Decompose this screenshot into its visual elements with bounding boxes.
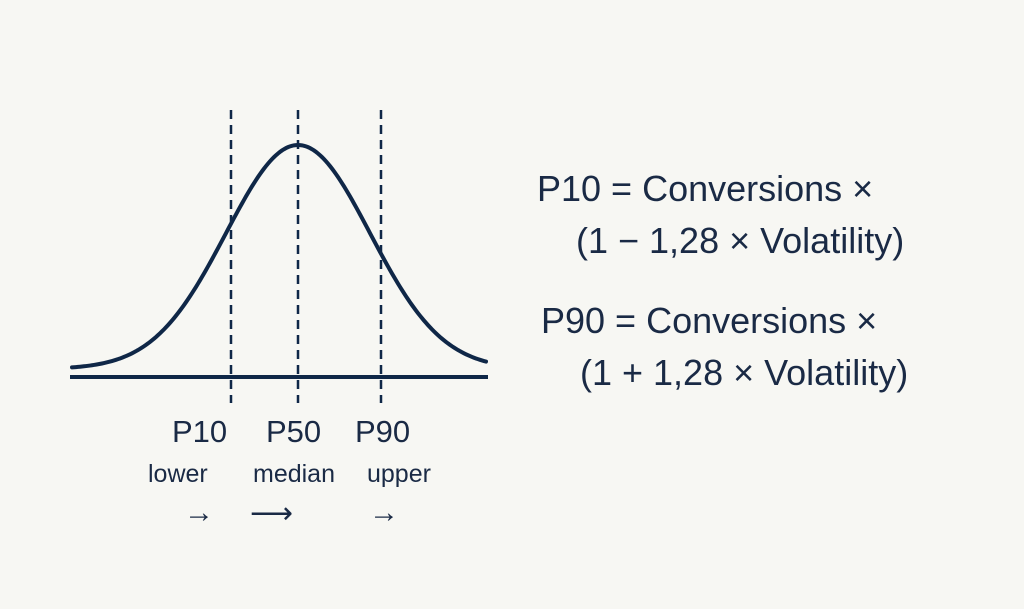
- p50-arrow-icon: ⟶: [250, 497, 294, 530]
- p50-description: median: [253, 460, 335, 488]
- p10-description: lower: [148, 460, 208, 488]
- p50-label: P50: [266, 414, 322, 449]
- p10-label: P10: [172, 414, 228, 449]
- p10-formula-line2: (1 − 1,28 × Volatility): [576, 220, 905, 261]
- bell-curve: [70, 142, 488, 370]
- p90-formula-line2: (1 + 1,28 × Volatility): [580, 352, 909, 393]
- p90-description: upper: [367, 460, 431, 488]
- p90-arrow-icon: →: [369, 496, 399, 529]
- p10-formula-line1: P10 = Conversions ×: [537, 168, 874, 209]
- p10-arrow-icon: →: [184, 496, 214, 529]
- p90-label: P90: [355, 414, 411, 449]
- p90-formula-line1: P90 = Conversions ×: [541, 300, 878, 341]
